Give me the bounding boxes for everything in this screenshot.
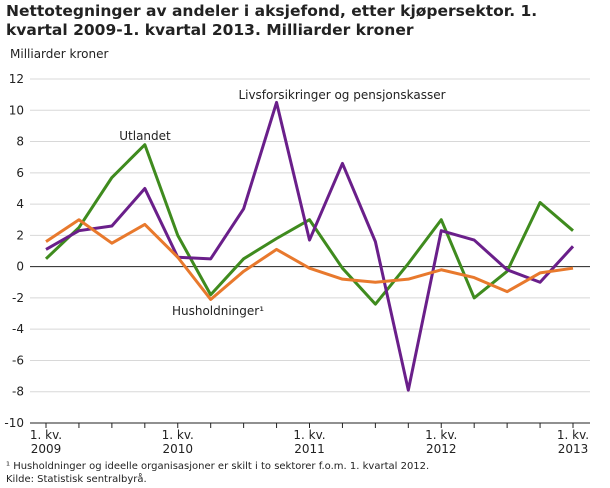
y-tick-label: -10 (4, 416, 24, 430)
y-tick-label: 12 (9, 72, 24, 86)
series-label: Husholdninger¹ (172, 304, 264, 318)
y-axis-label: Milliarder kroner (10, 47, 108, 61)
x-tick-label: 1. kv. 2010 (161, 428, 194, 456)
footnote: ¹ Husholdninger og ideelle organisasjone… (6, 461, 430, 472)
y-tick-label: -8 (12, 385, 24, 399)
series-label: Utlandet (119, 129, 171, 143)
x-tick-label: 1. kv. 2012 (425, 428, 458, 456)
x-tick-label: 1. kv. 2009 (29, 428, 63, 456)
y-tick-label: 4 (16, 197, 24, 211)
y-tick-label: 2 (16, 228, 24, 242)
line-series (45, 218, 574, 301)
y-tick-label: -4 (12, 322, 24, 336)
y-tick-label: 10 (9, 103, 24, 117)
y-tick-label: 0 (16, 260, 24, 274)
x-tick-label: 1. kv. 2013 (556, 428, 590, 456)
chart-title: Nettotegninger av andeler i aksjefond, e… (6, 2, 538, 39)
y-tick-label: -2 (12, 291, 24, 305)
y-tick-label: 8 (16, 135, 24, 149)
series-label: Livsforsikringer og pensjonskasser (238, 88, 445, 102)
source: Kilde: Statistisk sentralbyrå. (6, 474, 147, 485)
line-series (45, 100, 575, 392)
x-tick-label: 1. kv. 2011 (293, 428, 326, 456)
y-tick-label: -6 (12, 353, 24, 367)
line-series (44, 143, 574, 306)
y-tick-label: 6 (16, 166, 24, 180)
